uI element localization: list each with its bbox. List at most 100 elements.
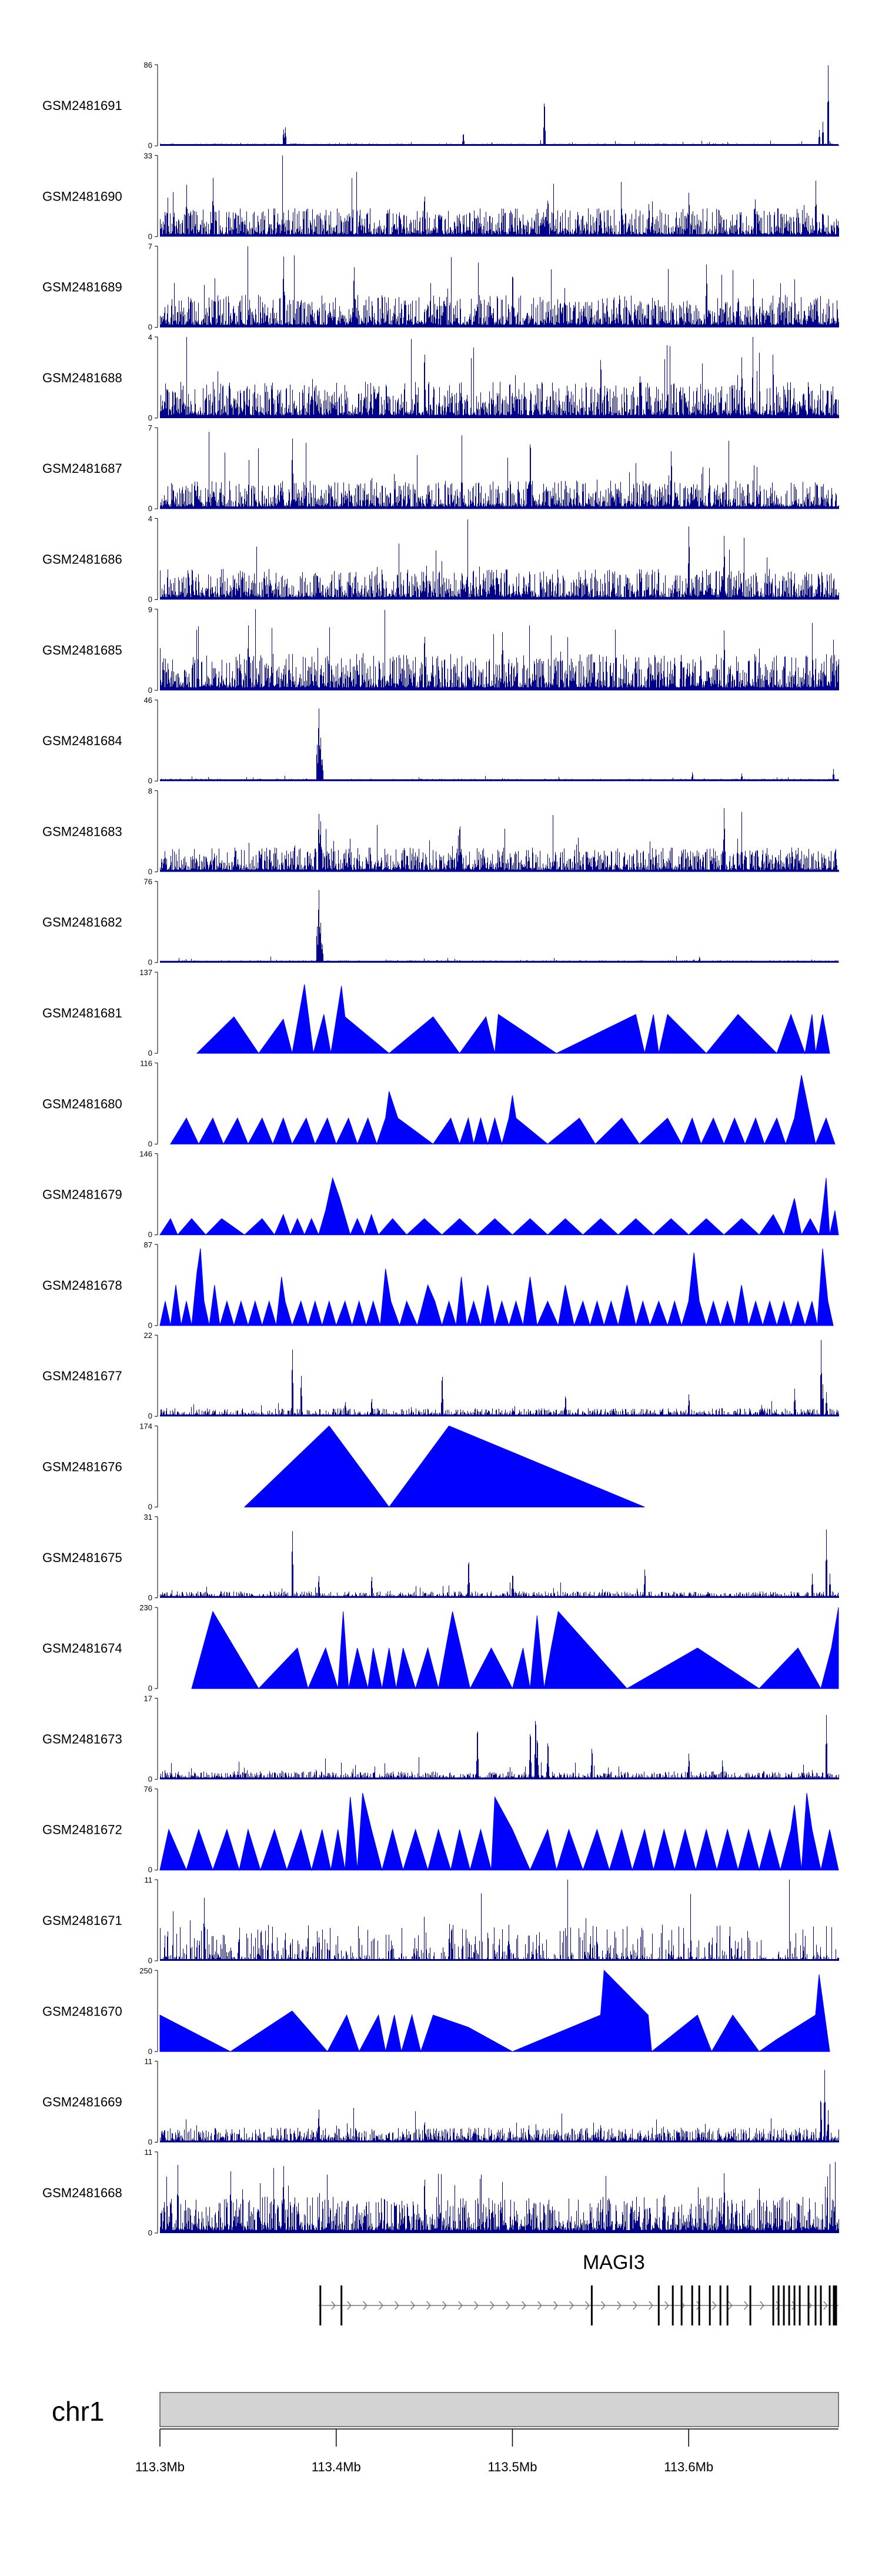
strand-arrow: [553, 2301, 558, 2310]
track-GSM2481674: GSM2481674 230 0: [42, 1603, 839, 1693]
track-GSM2481673: GSM2481673 17 0: [42, 1694, 839, 1783]
exon-block: [783, 2285, 785, 2325]
track-label: GSM2481676: [42, 1460, 122, 1474]
signal-bars: [160, 246, 839, 328]
track-GSM2481685: GSM2481685 9 0: [42, 605, 839, 695]
track-label: GSM2481673: [42, 1731, 122, 1746]
track-ymin-label: 0: [148, 1684, 152, 1693]
track-ymax-label: 174: [139, 1422, 152, 1431]
strand-arrow: [760, 2301, 764, 2310]
track-label: GSM2481683: [42, 824, 122, 839]
exon-block: [749, 2285, 751, 2325]
track-ymin-label: 0: [148, 232, 152, 241]
track-GSM2481676: GSM2481676 174 0: [42, 1422, 645, 1511]
track-ymin-label: 0: [148, 1139, 152, 1148]
coverage-area: [159, 1177, 839, 1236]
exon-block: [788, 2285, 790, 2325]
track-GSM2481681: GSM2481681 137 0: [42, 968, 830, 1057]
track-GSM2481678: GSM2481678 87 0: [42, 1240, 834, 1330]
x-tick-label: 113.4Mb: [312, 2460, 361, 2474]
track-ymax-label: 250: [139, 1966, 152, 1975]
track-ymax-label: 87: [144, 1240, 152, 1249]
track-ymax-label: 137: [139, 968, 152, 977]
strand-arrow: [474, 2301, 479, 2310]
strand-arrow: [490, 2301, 495, 2310]
track-label: GSM2481671: [42, 1913, 122, 1928]
track-label: GSM2481680: [42, 1096, 122, 1111]
track-GSM2481680: GSM2481680 116 0: [42, 1059, 836, 1148]
x-tick-label: 113.3Mb: [135, 2460, 185, 2474]
track-label: GSM2481690: [42, 189, 122, 203]
signal-bars: [160, 2070, 839, 2143]
track-label: GSM2481685: [42, 643, 122, 658]
chromosome-label: chr1: [52, 2396, 104, 2427]
track-ymin-label: 0: [148, 1593, 152, 1602]
track-label: GSM2481668: [42, 2185, 122, 2200]
track-label: GSM2481686: [42, 552, 122, 567]
track-ymax-label: 7: [148, 423, 152, 432]
track-ymin-label: 0: [148, 958, 152, 967]
track-label: GSM2481669: [42, 2095, 122, 2110]
track-GSM2481670: GSM2481670 250 0: [42, 1966, 830, 2056]
signal-bars: [160, 155, 839, 237]
exon-block: [590, 2285, 593, 2325]
coverage-area: [159, 1793, 839, 1871]
track-ymax-label: 146: [139, 1150, 152, 1159]
signal-tracks: GSM2481691860GSM2481690330GSM248168970GS…: [42, 61, 839, 2237]
exon-block: [671, 2285, 674, 2325]
track-GSM2481682: GSM2481682 76 0: [42, 877, 839, 967]
strand-arrow: [331, 2301, 336, 2310]
track-ymax-label: 4: [148, 333, 152, 342]
strand-arrow: [410, 2301, 415, 2310]
track-ymax-label: 11: [145, 2057, 153, 2066]
track-GSM2481668: GSM2481668 11 0: [42, 2148, 839, 2237]
track-label: GSM2481679: [42, 1187, 122, 1202]
track-ymin-label: 0: [148, 2047, 152, 2056]
strand-arrow: [633, 2301, 637, 2310]
track-ymin-label: 0: [148, 1774, 152, 1783]
chromosome-bar: [159, 2392, 839, 2427]
exon-block: [828, 2285, 831, 2325]
track-label: GSM2481678: [42, 1278, 122, 1293]
coverage-area: [159, 1970, 830, 2053]
strand-arrow: [426, 2301, 431, 2310]
exon-block: [340, 2285, 343, 2325]
exon-block: [793, 2285, 796, 2325]
track-ymin-label: 0: [148, 1412, 152, 1420]
signal-bars: [160, 708, 839, 782]
track-ymin-label: 0: [148, 1503, 152, 1511]
track-ymin-label: 0: [148, 1866, 152, 1874]
exon-block: [814, 2285, 817, 2325]
track-GSM2481689: GSM2481689 7 0: [42, 242, 839, 332]
x-tick-label: 113.6Mb: [664, 2460, 713, 2474]
strand-arrow: [347, 2301, 352, 2310]
track-ymin-label: 0: [148, 595, 152, 604]
signal-bars: [160, 1714, 839, 1780]
track-ymin-label: 0: [148, 686, 152, 695]
strand-arrow: [744, 2301, 749, 2310]
track-GSM2481684: GSM2481684 46 0: [42, 696, 839, 785]
track-GSM2481669: GSM2481669 11 0: [42, 2057, 839, 2147]
strand-arrow: [569, 2301, 574, 2310]
track-ymax-label: 11: [145, 1876, 153, 1884]
track-ymin-label: 0: [148, 867, 152, 876]
track-ymax-label: 230: [139, 1603, 152, 1612]
exon-block: [691, 2285, 693, 2325]
track-GSM2481683: GSM2481683 8 0: [42, 786, 839, 876]
exon-block: [807, 2285, 810, 2325]
chromosome-ideogram: chr1: [52, 2392, 839, 2427]
strand-arrow: [712, 2301, 717, 2310]
signal-bars: [160, 336, 839, 418]
genomic-axis: 113.3Mb 113.4Mb 113.5Mb 113.6Mb: [135, 2428, 838, 2474]
track-ymin-label: 0: [148, 1049, 152, 1057]
track-ymin-label: 0: [148, 413, 152, 422]
coverage-area: [196, 984, 830, 1055]
track-GSM2481687: GSM2481687 7 0: [42, 423, 839, 513]
strand-arrow: [442, 2301, 447, 2310]
track-GSM2481679: GSM2481679 146 0: [42, 1150, 839, 1239]
strand-arrow: [649, 2301, 653, 2310]
track-label: GSM2481689: [42, 280, 122, 295]
track-GSM2481671: GSM2481671 11 0: [42, 1876, 839, 1965]
coverage-area: [170, 1075, 836, 1146]
track-label: GSM2481675: [42, 1550, 122, 1565]
